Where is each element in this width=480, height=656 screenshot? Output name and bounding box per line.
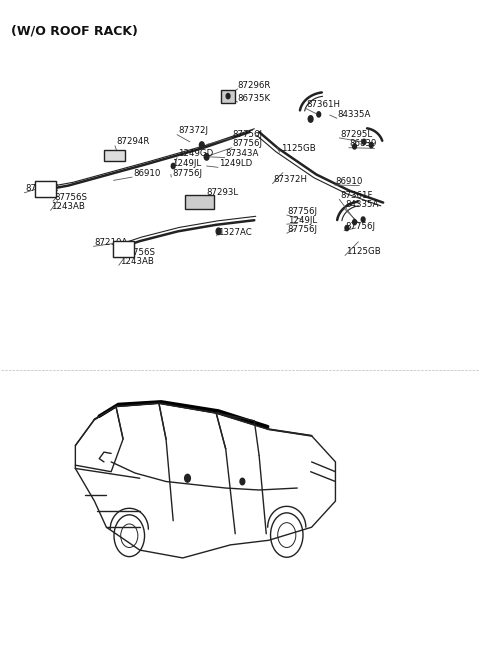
- Circle shape: [199, 142, 204, 148]
- Text: 1243AB: 1243AB: [51, 202, 85, 211]
- Text: 87756J: 87756J: [233, 139, 263, 148]
- Text: 87372H: 87372H: [274, 175, 307, 184]
- Text: 87756J: 87756J: [172, 169, 202, 178]
- Text: 87296R: 87296R: [238, 81, 271, 90]
- Circle shape: [362, 139, 366, 144]
- FancyBboxPatch shape: [104, 150, 125, 161]
- Circle shape: [240, 478, 245, 485]
- FancyBboxPatch shape: [113, 241, 134, 257]
- Circle shape: [226, 94, 230, 98]
- Text: 87361H: 87361H: [307, 100, 341, 109]
- Text: 87756J: 87756J: [288, 225, 318, 234]
- Circle shape: [308, 115, 313, 122]
- Circle shape: [317, 112, 321, 117]
- Circle shape: [204, 154, 209, 160]
- Text: 1125GB: 1125GB: [346, 247, 381, 256]
- Text: 86735K: 86735K: [238, 94, 271, 102]
- Circle shape: [369, 142, 373, 148]
- Text: 87756J: 87756J: [233, 130, 263, 138]
- Circle shape: [353, 220, 357, 225]
- Text: 1249JL: 1249JL: [288, 216, 317, 225]
- Text: 1249GD: 1249GD: [178, 149, 213, 158]
- Text: 86839: 86839: [350, 139, 377, 148]
- Text: (W/O ROOF RACK): (W/O ROOF RACK): [11, 24, 138, 37]
- Circle shape: [171, 163, 175, 169]
- FancyBboxPatch shape: [221, 90, 235, 102]
- Circle shape: [361, 217, 365, 222]
- Text: 84335A: 84335A: [338, 110, 371, 119]
- Text: 87756S: 87756S: [122, 249, 155, 257]
- Text: 86910: 86910: [133, 169, 160, 178]
- Text: 87220C: 87220C: [25, 184, 59, 194]
- Circle shape: [353, 144, 357, 149]
- Text: 1327AC: 1327AC: [217, 228, 252, 237]
- Text: 87756J: 87756J: [288, 207, 318, 216]
- Text: 87343A: 87343A: [226, 149, 259, 158]
- Circle shape: [345, 226, 349, 231]
- Text: 1249LD: 1249LD: [219, 159, 252, 168]
- Text: 1249JL: 1249JL: [172, 159, 201, 168]
- Text: 87372J: 87372J: [178, 127, 208, 135]
- Text: 87294R: 87294R: [116, 137, 149, 146]
- Text: 87361F: 87361F: [340, 191, 372, 200]
- Text: 87756J: 87756J: [345, 222, 375, 232]
- Text: 87295L: 87295L: [340, 130, 372, 138]
- Text: 1125GB: 1125GB: [281, 144, 315, 153]
- Circle shape: [185, 474, 191, 482]
- Text: 87293L: 87293L: [206, 188, 239, 197]
- Text: 87210A: 87210A: [95, 238, 128, 247]
- FancyBboxPatch shape: [185, 195, 214, 209]
- Text: 87756S: 87756S: [54, 193, 87, 202]
- Text: 1243AB: 1243AB: [120, 257, 154, 266]
- Circle shape: [216, 228, 221, 235]
- Text: 86910: 86910: [336, 176, 363, 186]
- Text: 84335A: 84335A: [345, 200, 378, 209]
- FancyBboxPatch shape: [35, 181, 56, 197]
